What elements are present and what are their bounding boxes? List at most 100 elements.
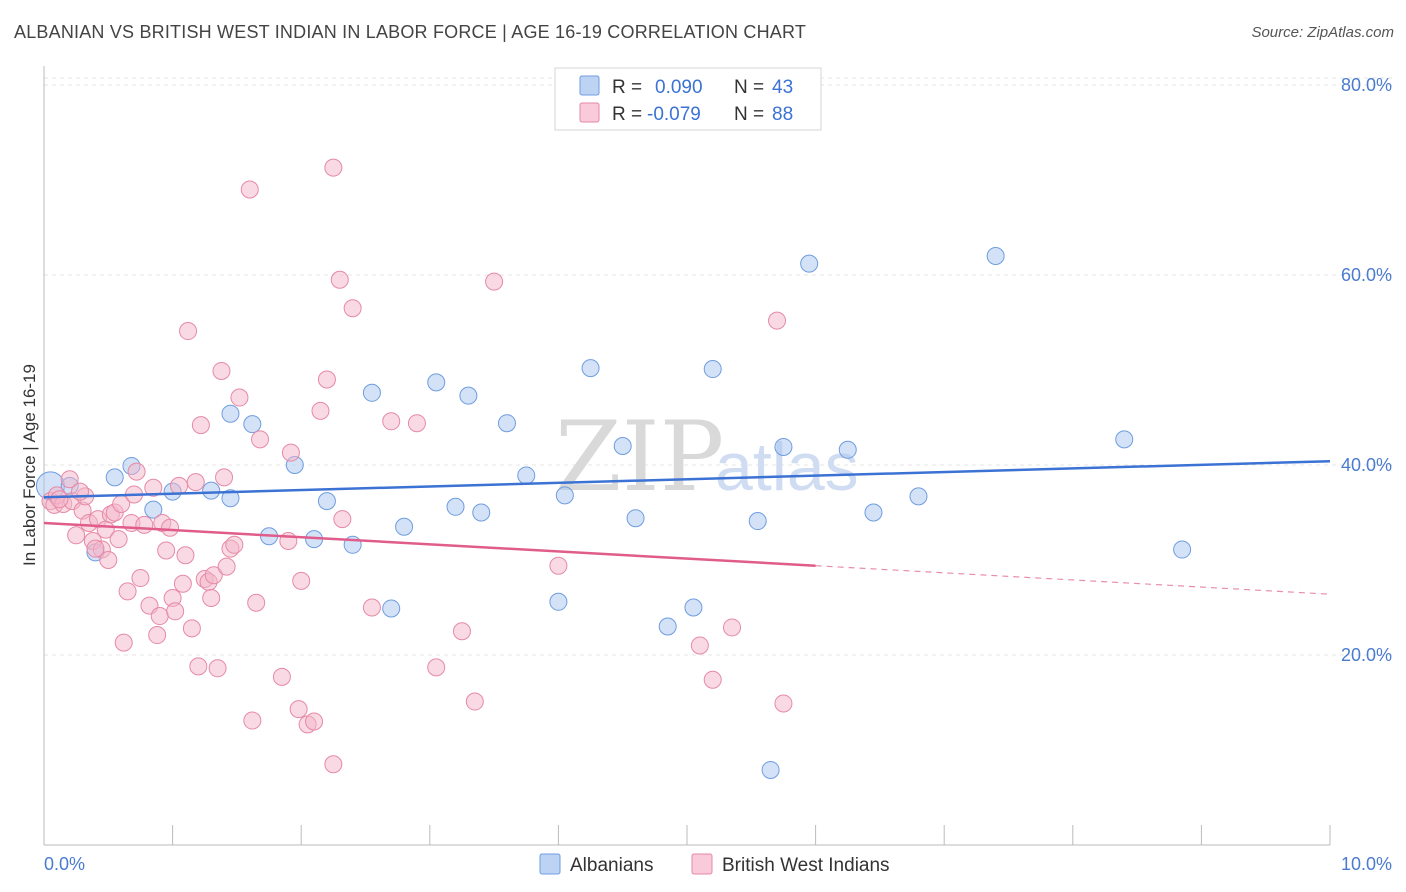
bwi-point [774,694,793,713]
x-axis-ticks [43,825,1331,845]
albanians-point [382,599,401,618]
bwi-point [60,470,79,489]
bwi-point [324,755,343,774]
y-tick-label: 60.0% [1341,265,1392,285]
y-axis-ticks: 20.0% 40.0% 60.0% 80.0% [1341,75,1392,665]
x-tick-label-min: 0.0% [44,854,85,874]
albanians-point [517,466,536,485]
bwi-point [452,622,471,641]
bwi-point [182,619,201,638]
bwi-point [240,180,259,199]
bwi-point [217,557,236,576]
bwi-point [281,443,300,462]
stats-r-label: R = [612,77,642,98]
bwi-point [465,692,484,711]
albanians-point [1115,430,1134,449]
watermark-zip: ZIP [555,401,724,513]
bwi-point [289,700,308,719]
albanians-point [986,247,1005,265]
bwi-point [343,299,362,318]
bwi-point [186,473,205,492]
bwi-point [50,490,69,509]
albanians-point [459,386,478,405]
x-tick-label-max: 10.0% [1341,854,1392,874]
albanians-point [549,592,568,611]
bwi-point [127,462,146,481]
y-tick-label: 40.0% [1341,455,1392,475]
stats-n-value: 43 [772,77,793,98]
bwi-point [118,582,137,601]
albanians-point [243,415,262,434]
bwi-point [362,598,381,617]
legend-swatch-bwi [691,853,713,875]
bwi-point [161,518,180,537]
bwi-point [191,416,210,435]
stats-r-label: R = [612,104,642,125]
legend-label-bwi: British West Indians [722,855,890,876]
bwi-point [549,556,568,575]
bwi-point [333,510,352,529]
albanians-point [497,414,516,433]
bwi-trend-line [43,521,816,567]
stats-r-value: 0.090 [655,77,703,98]
albanians-point [395,517,414,536]
bwi-point [330,270,349,289]
stats-swatch-bwi [579,102,600,123]
bwi-point [215,468,234,487]
albanians-point [909,487,928,506]
albanians-point [774,437,793,456]
albanians-point [613,437,632,455]
albanians-point [658,617,677,636]
albanians-point [748,512,767,531]
albanians-point [581,359,600,378]
y-tick-label: 20.0% [1341,645,1392,665]
bwi-point [202,589,221,607]
bwi-point [99,551,118,569]
source-note: Source: ZipAtlas.com [1251,24,1394,41]
bwi-point [690,636,709,655]
albanians-point [761,760,780,779]
stats-n-label: N = [734,104,764,125]
bwi-point [703,670,722,689]
bwi-point [251,430,270,449]
bwi-point [427,658,446,677]
bwi-point [311,401,330,420]
bwi-point [230,388,249,407]
stats-n-value: 88 [772,104,793,125]
albanians-point [317,492,336,511]
bwi-point [723,618,742,637]
bwi-point [170,476,189,495]
bwi-point [317,370,336,389]
stats-n-label: N = [734,77,764,98]
bwi-point [292,571,311,590]
bwi-point [208,659,227,678]
bwi-point [204,566,223,585]
albanians-point [202,481,221,500]
albanians-point [800,254,819,273]
bwi-point [173,574,192,593]
bwi-point [225,535,244,554]
albanians-point [221,489,240,508]
bwi-point [176,546,195,565]
albanians-point [221,404,240,423]
bwi-point [247,593,266,612]
albanians-point [144,500,163,519]
albanians-point [703,360,722,379]
chart-title: ALBANIAN VS BRITISH WEST INDIAN IN LABOR… [14,22,807,42]
bwi-point [166,602,185,621]
bwi-point [768,311,787,330]
stats-box: R = 0.090 N = 43 R = -0.079 N = 88 [554,67,822,131]
legend-label-albanians: Albanians [570,855,653,876]
data-points [35,158,1192,779]
bwi-point [131,569,150,588]
bwi-point [144,478,163,497]
bwi-trend-extension [815,565,1331,595]
bwi-point [407,414,426,433]
bwi-point [114,633,133,652]
legend: Albanians British West Indians [539,853,890,876]
albanians-point [838,440,857,459]
bwi-point [305,712,324,731]
albanians-point [427,373,446,392]
bwi-point [189,657,208,676]
